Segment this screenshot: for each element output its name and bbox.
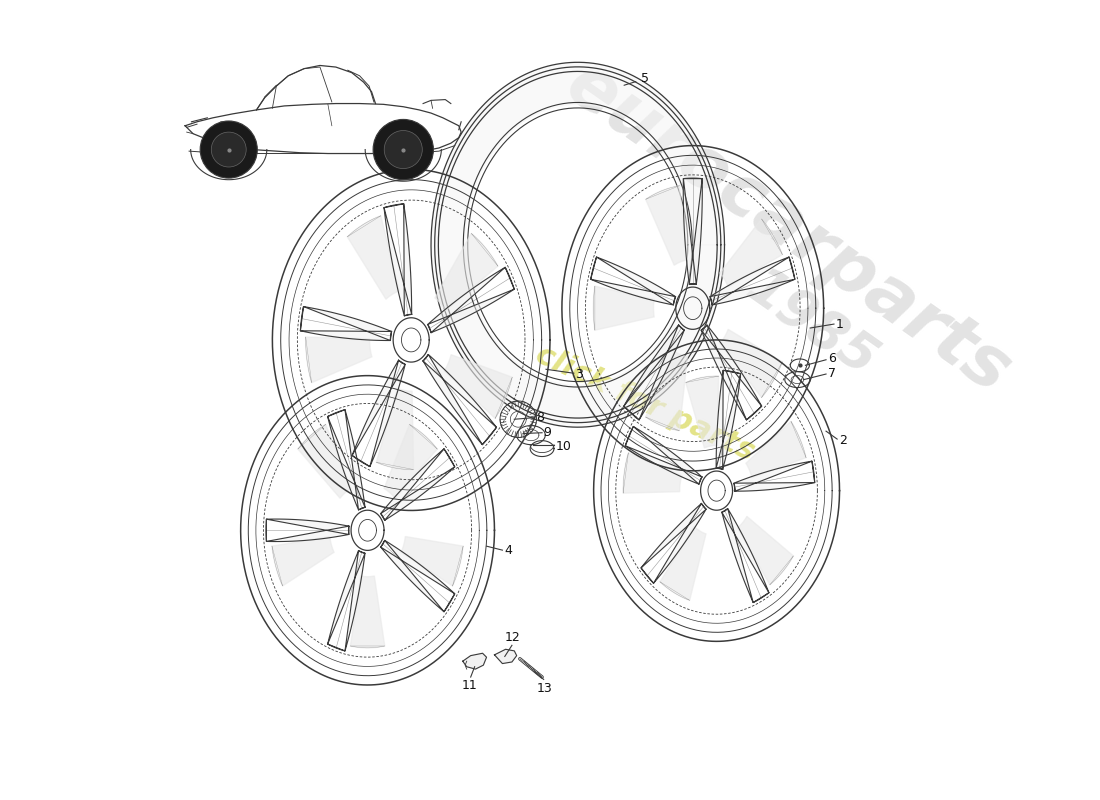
Polygon shape (711, 257, 795, 305)
Text: 12: 12 (505, 630, 520, 644)
Polygon shape (719, 330, 782, 398)
Text: 6: 6 (827, 353, 836, 366)
Text: 3: 3 (575, 367, 583, 381)
Polygon shape (683, 178, 702, 284)
Polygon shape (402, 537, 463, 586)
Polygon shape (384, 425, 438, 498)
Circle shape (211, 132, 246, 167)
Polygon shape (381, 540, 454, 612)
Polygon shape (434, 234, 498, 310)
Polygon shape (424, 354, 496, 445)
Polygon shape (266, 519, 349, 542)
Text: 2: 2 (838, 434, 847, 447)
Polygon shape (376, 388, 414, 470)
Text: 9: 9 (543, 426, 551, 439)
Text: 1985: 1985 (737, 261, 887, 387)
Polygon shape (624, 325, 684, 420)
Polygon shape (646, 351, 688, 430)
Polygon shape (646, 186, 688, 266)
Text: 13: 13 (537, 682, 552, 695)
Polygon shape (716, 370, 740, 470)
Polygon shape (352, 360, 405, 466)
Polygon shape (738, 517, 793, 585)
Polygon shape (625, 426, 702, 484)
Polygon shape (272, 537, 334, 586)
Text: 7: 7 (827, 366, 836, 380)
Circle shape (373, 119, 433, 180)
Polygon shape (298, 425, 351, 498)
Text: 1: 1 (836, 318, 844, 330)
Text: 5: 5 (624, 72, 649, 86)
Polygon shape (306, 337, 372, 382)
Circle shape (200, 121, 257, 178)
Polygon shape (444, 354, 513, 418)
Polygon shape (300, 306, 392, 341)
Text: eurocarparts: eurocarparts (552, 50, 1023, 408)
Text: 10: 10 (556, 440, 571, 453)
Polygon shape (384, 204, 411, 316)
Polygon shape (593, 286, 654, 330)
Polygon shape (328, 550, 365, 651)
Polygon shape (719, 219, 782, 287)
Text: 11: 11 (461, 679, 477, 693)
Text: click for parts: click for parts (531, 340, 759, 467)
Text: 8: 8 (536, 411, 543, 424)
Polygon shape (591, 257, 675, 305)
Polygon shape (351, 576, 385, 648)
Polygon shape (734, 461, 815, 491)
Text: 4: 4 (504, 545, 512, 558)
Polygon shape (722, 509, 769, 602)
Polygon shape (495, 650, 517, 663)
Polygon shape (463, 654, 486, 669)
Polygon shape (381, 449, 454, 520)
Polygon shape (660, 526, 706, 600)
Polygon shape (641, 503, 706, 583)
Polygon shape (328, 410, 365, 510)
Polygon shape (431, 62, 725, 427)
Polygon shape (348, 216, 399, 299)
Circle shape (384, 130, 422, 169)
Polygon shape (685, 376, 718, 448)
Polygon shape (623, 453, 682, 493)
Polygon shape (702, 325, 761, 420)
Polygon shape (428, 267, 515, 333)
Polygon shape (746, 422, 806, 478)
